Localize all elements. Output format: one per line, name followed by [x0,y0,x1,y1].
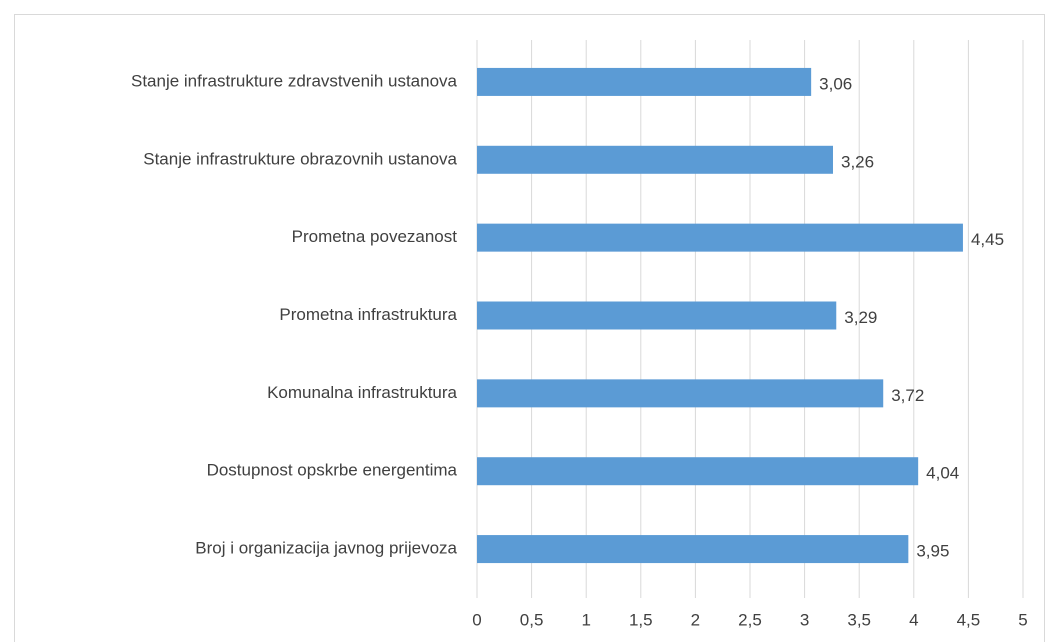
y-tick-label: Dostupnost opskrbe energentima [207,461,458,480]
x-tick-label: 3 [800,610,809,629]
bar [477,535,909,564]
x-tick-label: 4,5 [957,610,981,629]
value-label: 4,45 [971,230,1004,249]
x-tick-label: 1,5 [629,610,653,629]
x-tick-label: 1 [581,610,590,629]
x-tick-label: 2,5 [738,610,762,629]
bar [477,379,884,408]
bar [477,145,833,174]
y-tick-label: Komunalna infrastruktura [267,383,457,402]
value-label: 3,95 [916,542,949,561]
y-tick-label: Stanje infrastrukture zdravstvenih ustan… [131,71,458,90]
x-tick-label: 0,5 [520,610,544,629]
value-label: 3,29 [844,308,877,327]
bar [477,223,963,252]
y-tick-label: Prometna infrastruktura [279,305,457,324]
x-tick-label: 3,5 [847,610,871,629]
bar [477,67,812,96]
x-tick-label: 5 [1018,610,1027,629]
y-tick-label: Stanje infrastrukture obrazovnih ustanov… [143,149,457,168]
bar [477,301,837,330]
bar [477,457,919,486]
x-tick-label: 2 [691,610,700,629]
value-label: 3,72 [891,386,924,405]
y-tick-label: Prometna povezanost [292,227,458,246]
x-tick-label: 4 [909,610,918,629]
value-label: 4,04 [926,464,959,483]
value-label: 3,06 [819,74,852,93]
x-tick-label: 0 [472,610,481,629]
value-label: 3,26 [841,152,874,171]
y-tick-label: Broj i organizacija javnog prijevoza [195,539,457,558]
